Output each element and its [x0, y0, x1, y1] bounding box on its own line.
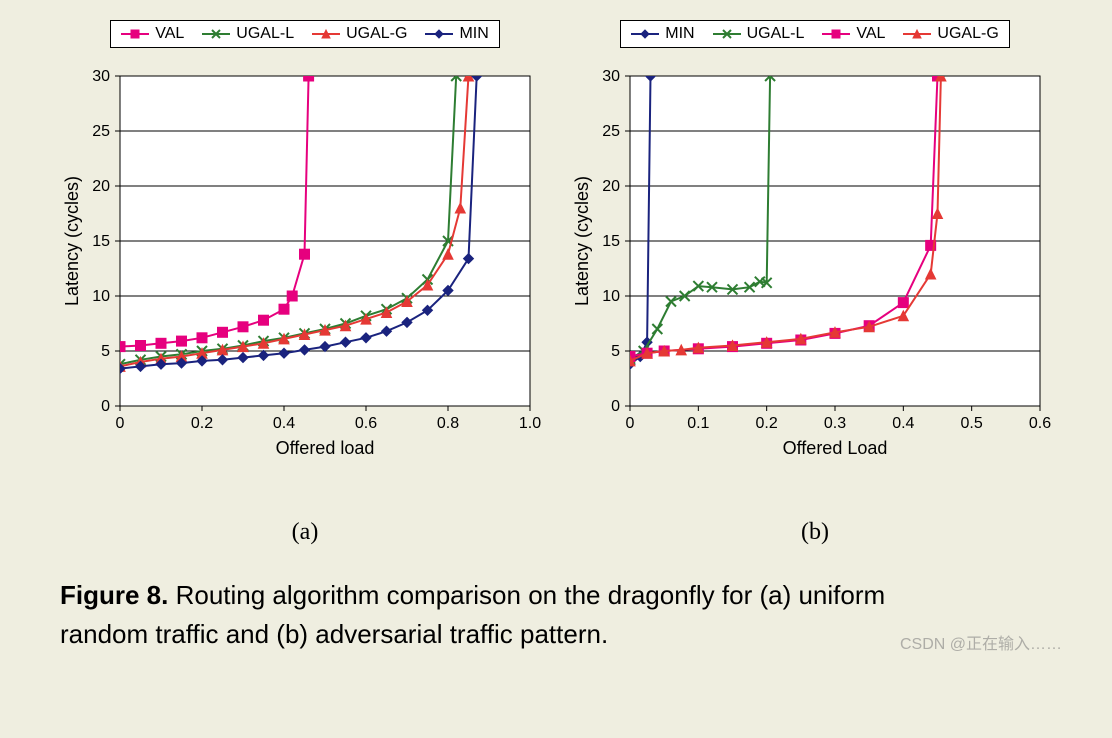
chart-b-block: MIN UGAL-L VAL UGAL-G 0 5 10 15 20 25 30 0 0.1 0.…	[570, 20, 1060, 546]
legend-item-ugal-l: UGAL-L	[202, 25, 294, 43]
svg-text:25: 25	[92, 123, 110, 140]
legend-label-ugal-l: UGAL-L	[747, 25, 805, 43]
svg-text:0.6: 0.6	[1029, 415, 1051, 432]
chart-a-block: VAL UGAL-L UGAL-G MIN 0 5 10 15 20 25 30 0 0.2 0.…	[60, 20, 550, 546]
svg-text:0: 0	[116, 415, 125, 432]
svg-text:30: 30	[92, 68, 110, 85]
svg-text:0.4: 0.4	[273, 415, 295, 432]
legend-marker-ugal-g	[903, 27, 931, 41]
svg-text:5: 5	[611, 343, 620, 360]
svg-text:0: 0	[611, 398, 620, 415]
caption-lead: Figure 8.	[60, 580, 168, 610]
svg-text:0.2: 0.2	[756, 415, 778, 432]
legend-marker-val	[121, 27, 149, 41]
legend-item-ugal-g: UGAL-G	[312, 25, 407, 43]
legend-a: VAL UGAL-L UGAL-G MIN	[110, 20, 500, 48]
legend-item-min: MIN	[425, 25, 488, 43]
figure-row: VAL UGAL-L UGAL-G MIN 0 5 10 15 20 25 30 0 0.2 0.…	[60, 20, 1092, 546]
svg-text:15: 15	[602, 233, 620, 250]
sublabel-a: (a)	[292, 519, 319, 546]
svg-text:0.8: 0.8	[437, 415, 459, 432]
legend-item-ugal-l: UGAL-L	[713, 25, 805, 43]
svg-text:10: 10	[602, 288, 620, 305]
legend-b: MIN UGAL-L VAL UGAL-G	[620, 20, 1010, 48]
legend-marker-ugal-l	[202, 27, 230, 41]
legend-marker-ugal-l	[713, 27, 741, 41]
svg-text:25: 25	[602, 123, 620, 140]
svg-text:15: 15	[92, 233, 110, 250]
svg-text:5: 5	[101, 343, 110, 360]
legend-marker-min	[425, 27, 453, 41]
svg-text:Offered Load: Offered Load	[783, 438, 888, 458]
legend-label-val: VAL	[856, 25, 885, 43]
legend-marker-min	[631, 27, 659, 41]
legend-label-val: VAL	[155, 25, 184, 43]
chart-b: 0 5 10 15 20 25 30 0 0.1 0.2 0.3 0.4 0.5 0.6 Offered L…	[570, 56, 1060, 501]
svg-text:Latency (cycles): Latency (cycles)	[572, 176, 592, 306]
svg-text:0.1: 0.1	[687, 415, 709, 432]
legend-item-min: MIN	[631, 25, 694, 43]
svg-text:Offered load: Offered load	[276, 438, 375, 458]
legend-label-min: MIN	[665, 25, 694, 43]
sublabel-b: (b)	[801, 519, 829, 546]
watermark: CSDN @正在输入……	[20, 630, 1062, 654]
legend-label-ugal-l: UGAL-L	[236, 25, 294, 43]
legend-label-min: MIN	[459, 25, 488, 43]
svg-text:0.2: 0.2	[191, 415, 213, 432]
legend-item-ugal-g: UGAL-G	[903, 25, 998, 43]
legend-marker-val	[822, 27, 850, 41]
svg-text:0: 0	[626, 415, 635, 432]
legend-item-val: VAL	[121, 25, 184, 43]
legend-label-ugal-g: UGAL-G	[937, 25, 998, 43]
svg-text:1.0: 1.0	[519, 415, 541, 432]
legend-item-val: VAL	[822, 25, 885, 43]
legend-label-ugal-g: UGAL-G	[346, 25, 407, 43]
svg-text:20: 20	[602, 178, 620, 195]
svg-text:20: 20	[92, 178, 110, 195]
svg-text:0.5: 0.5	[961, 415, 983, 432]
legend-marker-ugal-g	[312, 27, 340, 41]
svg-text:0.3: 0.3	[824, 415, 846, 432]
svg-text:0.6: 0.6	[355, 415, 377, 432]
svg-text:0: 0	[101, 398, 110, 415]
svg-text:0.4: 0.4	[892, 415, 914, 432]
svg-text:30: 30	[602, 68, 620, 85]
svg-text:Latency (cycles): Latency (cycles)	[62, 176, 82, 306]
chart-a: 0 5 10 15 20 25 30 0 0.2 0.4 0.6 0.8 1.0 Offered load…	[60, 56, 550, 501]
svg-text:10: 10	[92, 288, 110, 305]
